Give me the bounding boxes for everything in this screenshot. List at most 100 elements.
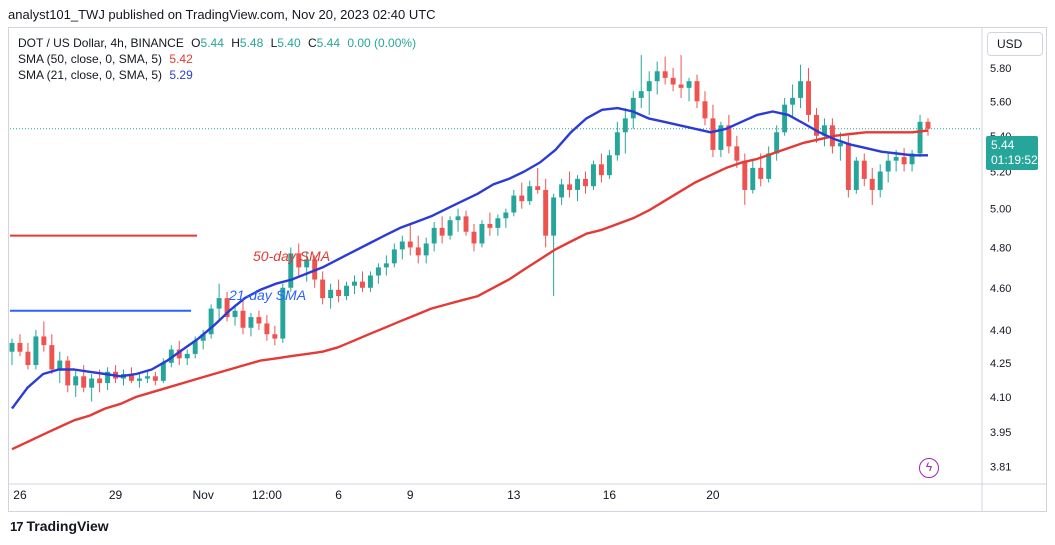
candle-body	[511, 195, 517, 213]
candle-body	[774, 132, 780, 154]
candle-body	[885, 160, 891, 172]
candle	[614, 121, 620, 161]
symbol-label[interactable]: DOT / US Dollar, 4h, BINANCE	[18, 36, 184, 50]
candle	[423, 237, 429, 264]
candle-body	[901, 157, 907, 165]
candle	[232, 304, 238, 326]
candle	[25, 342, 31, 370]
candle-body	[503, 212, 509, 219]
candle-body	[487, 224, 493, 228]
candle	[527, 180, 533, 205]
candle-body	[479, 224, 485, 244]
candle	[447, 216, 453, 240]
candle	[654, 61, 660, 95]
candle	[519, 182, 525, 209]
footer-brand[interactable]: 17 TradingView	[10, 518, 109, 534]
candle	[575, 175, 580, 202]
candle	[296, 243, 302, 276]
candle-body	[654, 71, 660, 82]
candle-body	[423, 243, 429, 256]
candle	[726, 114, 732, 154]
legend-symbol-row: DOT / US Dollar, 4h, BINANCE O5.44 H5.48…	[18, 35, 416, 51]
candle-body	[455, 216, 461, 221]
open-label: O	[191, 36, 201, 50]
candle	[89, 374, 95, 402]
candle	[837, 132, 843, 161]
currency-button[interactable]: USD	[987, 32, 1043, 56]
candle-body	[208, 308, 214, 335]
candle	[901, 148, 907, 172]
candle-body	[296, 253, 302, 268]
candle	[790, 84, 796, 119]
y-tick-label: 4.10	[990, 392, 1011, 404]
chart-legend: DOT / US Dollar, 4h, BINANCE O5.44 H5.48…	[18, 35, 416, 83]
candle	[678, 55, 684, 98]
candle	[471, 224, 477, 252]
high-label: H	[231, 36, 240, 50]
candle	[774, 125, 780, 161]
flash-icon[interactable]: ϟ	[919, 458, 939, 478]
candle-body	[734, 146, 740, 161]
candle-body	[845, 142, 851, 190]
candle	[256, 310, 262, 330]
candle	[638, 55, 644, 109]
y-tick-label: 5.60	[990, 96, 1011, 108]
candle	[814, 108, 819, 143]
legend-sma21-row[interactable]: SMA (21, close, 0, SMA, 5) 5.29	[18, 67, 416, 83]
candle	[455, 208, 461, 232]
candle	[248, 312, 254, 337]
candle-body	[638, 91, 644, 98]
candle	[17, 334, 23, 357]
candle-body	[869, 178, 875, 190]
candle	[136, 374, 142, 388]
x-tick-label: 9	[407, 488, 414, 502]
sma21-annotation: 21-day SMA	[228, 287, 306, 303]
candle-body	[439, 227, 445, 236]
x-tick-label: Nov	[192, 488, 213, 502]
candle	[630, 91, 636, 129]
candle	[877, 164, 883, 198]
candle-body	[304, 259, 310, 268]
candle-body	[367, 275, 373, 288]
candle	[344, 281, 350, 301]
candle-body	[105, 371, 111, 384]
sma50-annotation: 50-day SMA	[253, 248, 330, 264]
candle	[152, 371, 158, 386]
candle-body	[81, 376, 87, 388]
candle-body	[614, 132, 620, 156]
candle	[264, 314, 270, 341]
candle-body	[622, 118, 628, 133]
candle-body	[33, 336, 39, 366]
candle-body	[152, 376, 158, 381]
candle-body	[798, 81, 804, 98]
candle	[49, 334, 55, 375]
candle	[583, 171, 588, 194]
candle-body	[65, 360, 71, 386]
legend-sma50-row[interactable]: SMA (50, close, 0, SMA, 5) 5.42	[18, 51, 416, 67]
candle-body	[17, 342, 23, 352]
candle	[567, 171, 573, 198]
candle-body	[519, 195, 525, 202]
candle-body	[49, 345, 55, 370]
low-value: 5.40	[277, 36, 301, 50]
candle	[853, 157, 859, 194]
candle-body	[718, 125, 724, 150]
candle-body	[383, 263, 389, 268]
y-tick-label: 3.95	[990, 427, 1011, 439]
candle	[718, 121, 724, 158]
candle-body	[288, 253, 294, 288]
candle-body	[694, 81, 700, 102]
bar-countdown: 01:19:52	[991, 153, 1038, 167]
candle	[272, 325, 278, 346]
sma50-line	[11, 129, 929, 451]
x-tick-label: 13	[507, 488, 521, 502]
candle	[885, 153, 891, 183]
candle	[415, 235, 421, 264]
candle-body	[144, 376, 150, 379]
candle	[216, 283, 222, 320]
candle-body	[646, 81, 652, 92]
candle-body	[41, 336, 47, 346]
candle-body	[431, 227, 437, 244]
candle	[495, 214, 501, 236]
